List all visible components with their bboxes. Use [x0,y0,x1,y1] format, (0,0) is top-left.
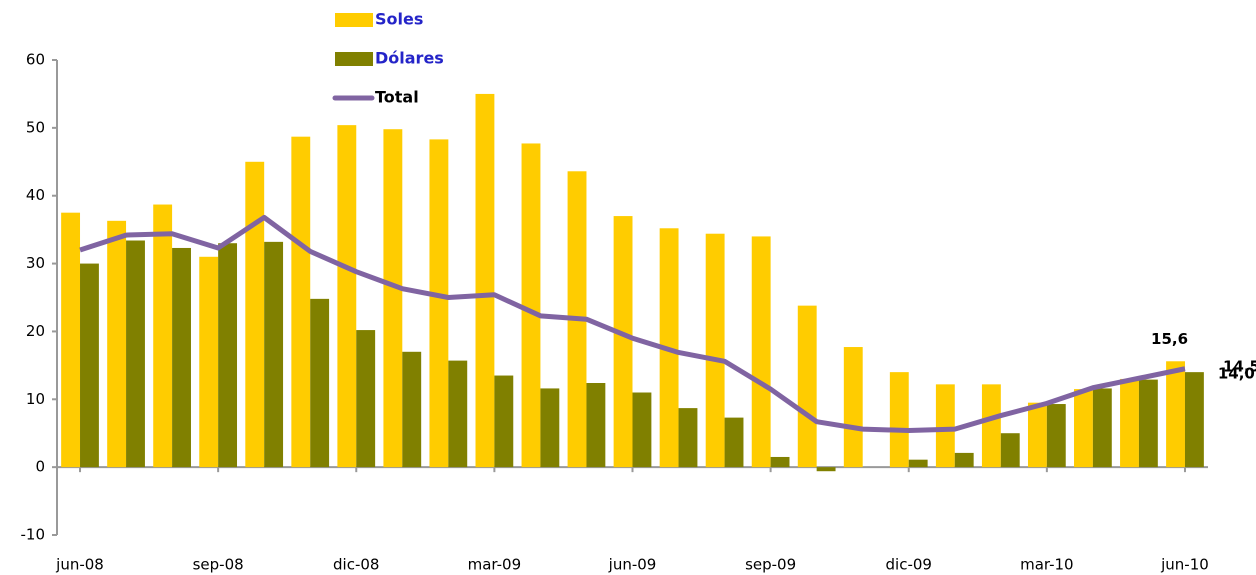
bar [310,298,330,468]
y-tick-label: 10 [26,390,45,408]
bar [494,375,514,468]
bar [843,347,863,468]
bar [613,216,633,468]
y-tick-label: 40 [26,186,45,204]
y-tick-label: 50 [26,118,45,136]
bar [705,233,725,468]
bar [540,388,560,468]
bar [172,247,191,468]
legend-label: Dólares [375,49,444,68]
x-tick-label: dic-08 [333,556,379,574]
bar [61,212,81,468]
bar [1092,388,1112,468]
bar [126,240,145,468]
bar [107,220,127,468]
bar [1027,402,1047,468]
bar [889,372,909,468]
bar [245,161,265,468]
bar [678,408,698,468]
x-tick-label: jun-08 [55,556,104,574]
bar [356,330,376,468]
y-tick-label: 30 [26,254,45,272]
x-tick-label: sep-08 [193,556,244,574]
y-tick-label: 0 [35,458,45,476]
bar [816,467,836,472]
x-tick-label: dic-09 [886,556,932,574]
bar [1138,379,1158,468]
bar [383,129,403,468]
bar [402,351,422,468]
bar [153,204,173,468]
bar [1120,378,1139,468]
y-tick-label: -10 [21,526,46,544]
bar [1046,404,1066,468]
x-tick-label: mar-10 [1020,556,1074,574]
legend-label: Total [375,88,419,107]
bar [264,241,284,468]
bar [724,417,744,468]
bar [521,143,541,468]
bar [908,459,928,468]
bar [935,384,955,468]
y-tick-label: 60 [26,51,45,69]
legend-swatch [335,13,373,27]
bar [80,263,99,468]
bar [1074,389,1093,468]
bar [448,360,468,468]
legend-swatch [335,52,373,66]
bar [751,236,771,468]
bar [199,256,219,468]
data-label: 15,6 [1151,330,1188,348]
bar [586,383,606,468]
line [79,214,1186,433]
x-tick-label: mar-09 [468,556,522,574]
bar [1000,433,1020,468]
bar [218,243,238,468]
bar [770,456,790,468]
x-tick-label: jun-09 [608,556,657,574]
y-tick-label: 20 [26,322,45,340]
x-tick-label: jun-10 [1160,556,1209,574]
data-label: 14,0 [1218,365,1255,383]
data-label: 14,5 [1223,357,1256,375]
bar [632,392,652,468]
bar [475,93,495,468]
bar [337,125,357,468]
bar [291,136,311,468]
bar [797,305,817,468]
bar [1184,372,1204,468]
bar [981,384,1001,468]
bar [429,139,449,468]
bar [1166,361,1185,468]
x-tick-label: sep-09 [745,556,796,574]
bar [954,452,974,468]
legend-label: Soles [375,10,423,29]
